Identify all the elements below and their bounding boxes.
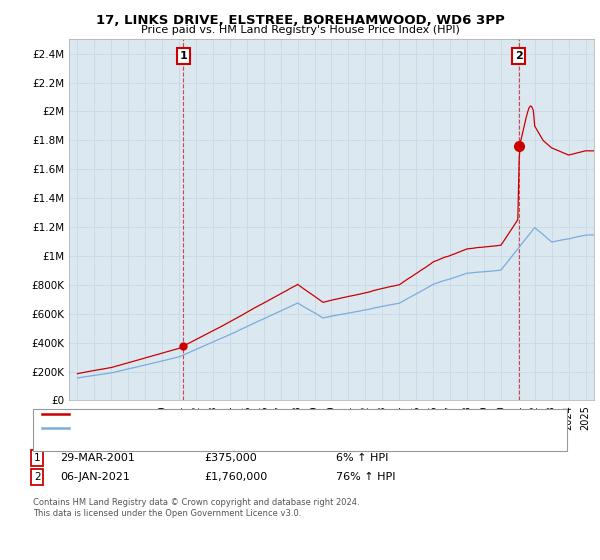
Text: 1: 1 [34,453,41,463]
Text: 29-MAR-2001: 29-MAR-2001 [60,453,135,463]
Text: 2: 2 [515,51,523,60]
Text: 2: 2 [34,472,41,482]
Text: 6% ↑ HPI: 6% ↑ HPI [336,453,388,463]
Text: £1,760,000: £1,760,000 [204,472,267,482]
Text: 17, LINKS DRIVE, ELSTREE, BOREHAMWOOD, WD6 3PP (detached house): 17, LINKS DRIVE, ELSTREE, BOREHAMWOOD, W… [75,409,433,419]
Text: 1: 1 [179,51,187,60]
Text: 06-JAN-2021: 06-JAN-2021 [60,472,130,482]
Text: 17, LINKS DRIVE, ELSTREE, BOREHAMWOOD, WD6 3PP: 17, LINKS DRIVE, ELSTREE, BOREHAMWOOD, W… [95,14,505,27]
Text: HPI: Average price, detached house, Hertsmere: HPI: Average price, detached house, Hert… [75,423,308,433]
Text: Price paid vs. HM Land Registry's House Price Index (HPI): Price paid vs. HM Land Registry's House … [140,25,460,35]
Text: £375,000: £375,000 [204,453,257,463]
Text: Contains HM Land Registry data © Crown copyright and database right 2024.
This d: Contains HM Land Registry data © Crown c… [33,498,359,518]
Text: 76% ↑ HPI: 76% ↑ HPI [336,472,395,482]
